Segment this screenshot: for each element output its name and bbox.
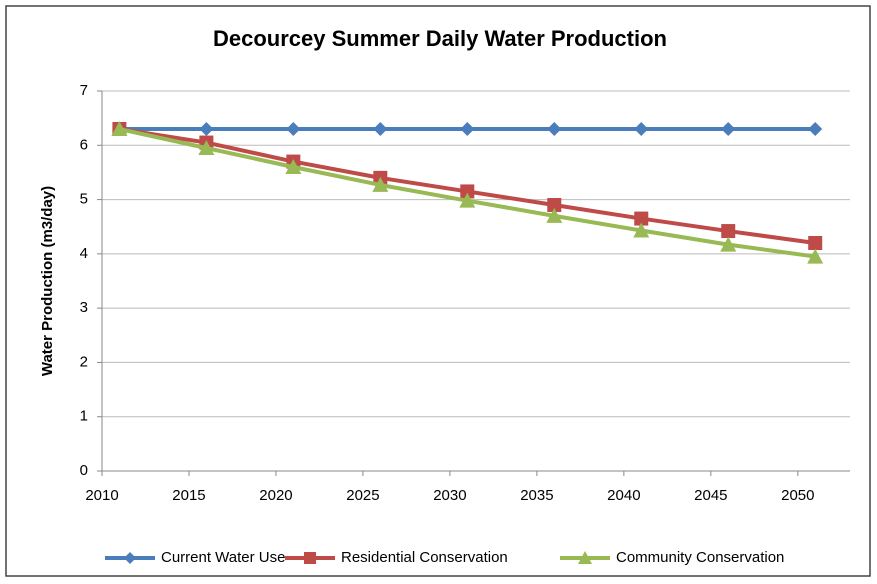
marker — [460, 122, 475, 136]
chart-frame — [5, 5, 871, 577]
y-tick-label: 5 — [80, 191, 88, 208]
x-tick-label: 2030 — [433, 487, 466, 504]
y-tick-label: 2 — [80, 353, 88, 370]
marker — [373, 122, 388, 136]
marker — [199, 122, 214, 136]
marker — [286, 122, 301, 136]
marker — [546, 207, 563, 223]
marker — [304, 552, 316, 564]
marker — [634, 211, 649, 226]
y-axis-label: Water Production (m3/day) — [39, 186, 56, 376]
x-tick-label: 2045 — [694, 487, 727, 504]
legend-label: Current Water Use — [161, 549, 285, 566]
marker — [578, 551, 592, 564]
marker — [634, 122, 649, 136]
y-tick-label: 1 — [80, 408, 88, 425]
marker — [124, 552, 136, 564]
marker — [460, 184, 475, 199]
legend-label: Residential Conservation — [341, 549, 508, 566]
marker — [285, 159, 302, 174]
x-tick-label: 2010 — [85, 487, 118, 504]
marker — [720, 236, 737, 252]
x-tick-label: 2050 — [781, 487, 814, 504]
x-tick-label: 2015 — [172, 487, 205, 504]
y-tick-label: 6 — [80, 136, 88, 153]
marker — [198, 140, 215, 155]
y-tick-label: 3 — [80, 299, 88, 316]
x-tick-label: 2035 — [520, 487, 553, 504]
marker — [808, 236, 823, 250]
chart-title: Decourcey Summer Daily Water Production — [213, 26, 667, 51]
y-tick-label: 0 — [80, 462, 88, 479]
marker — [721, 122, 736, 136]
marker — [547, 122, 562, 136]
marker — [808, 122, 823, 136]
y-tick-label: 7 — [80, 82, 88, 99]
x-tick-label: 2020 — [259, 487, 292, 504]
marker — [459, 192, 476, 208]
marker — [111, 121, 128, 136]
marker — [372, 176, 389, 192]
marker — [547, 198, 562, 212]
y-tick-label: 4 — [80, 245, 88, 262]
marker — [807, 248, 824, 264]
x-tick-label: 2040 — [607, 487, 640, 504]
marker — [721, 224, 736, 239]
legend-label: Community Conservation — [616, 549, 784, 566]
marker — [633, 222, 650, 238]
x-tick-label: 2025 — [346, 487, 379, 504]
